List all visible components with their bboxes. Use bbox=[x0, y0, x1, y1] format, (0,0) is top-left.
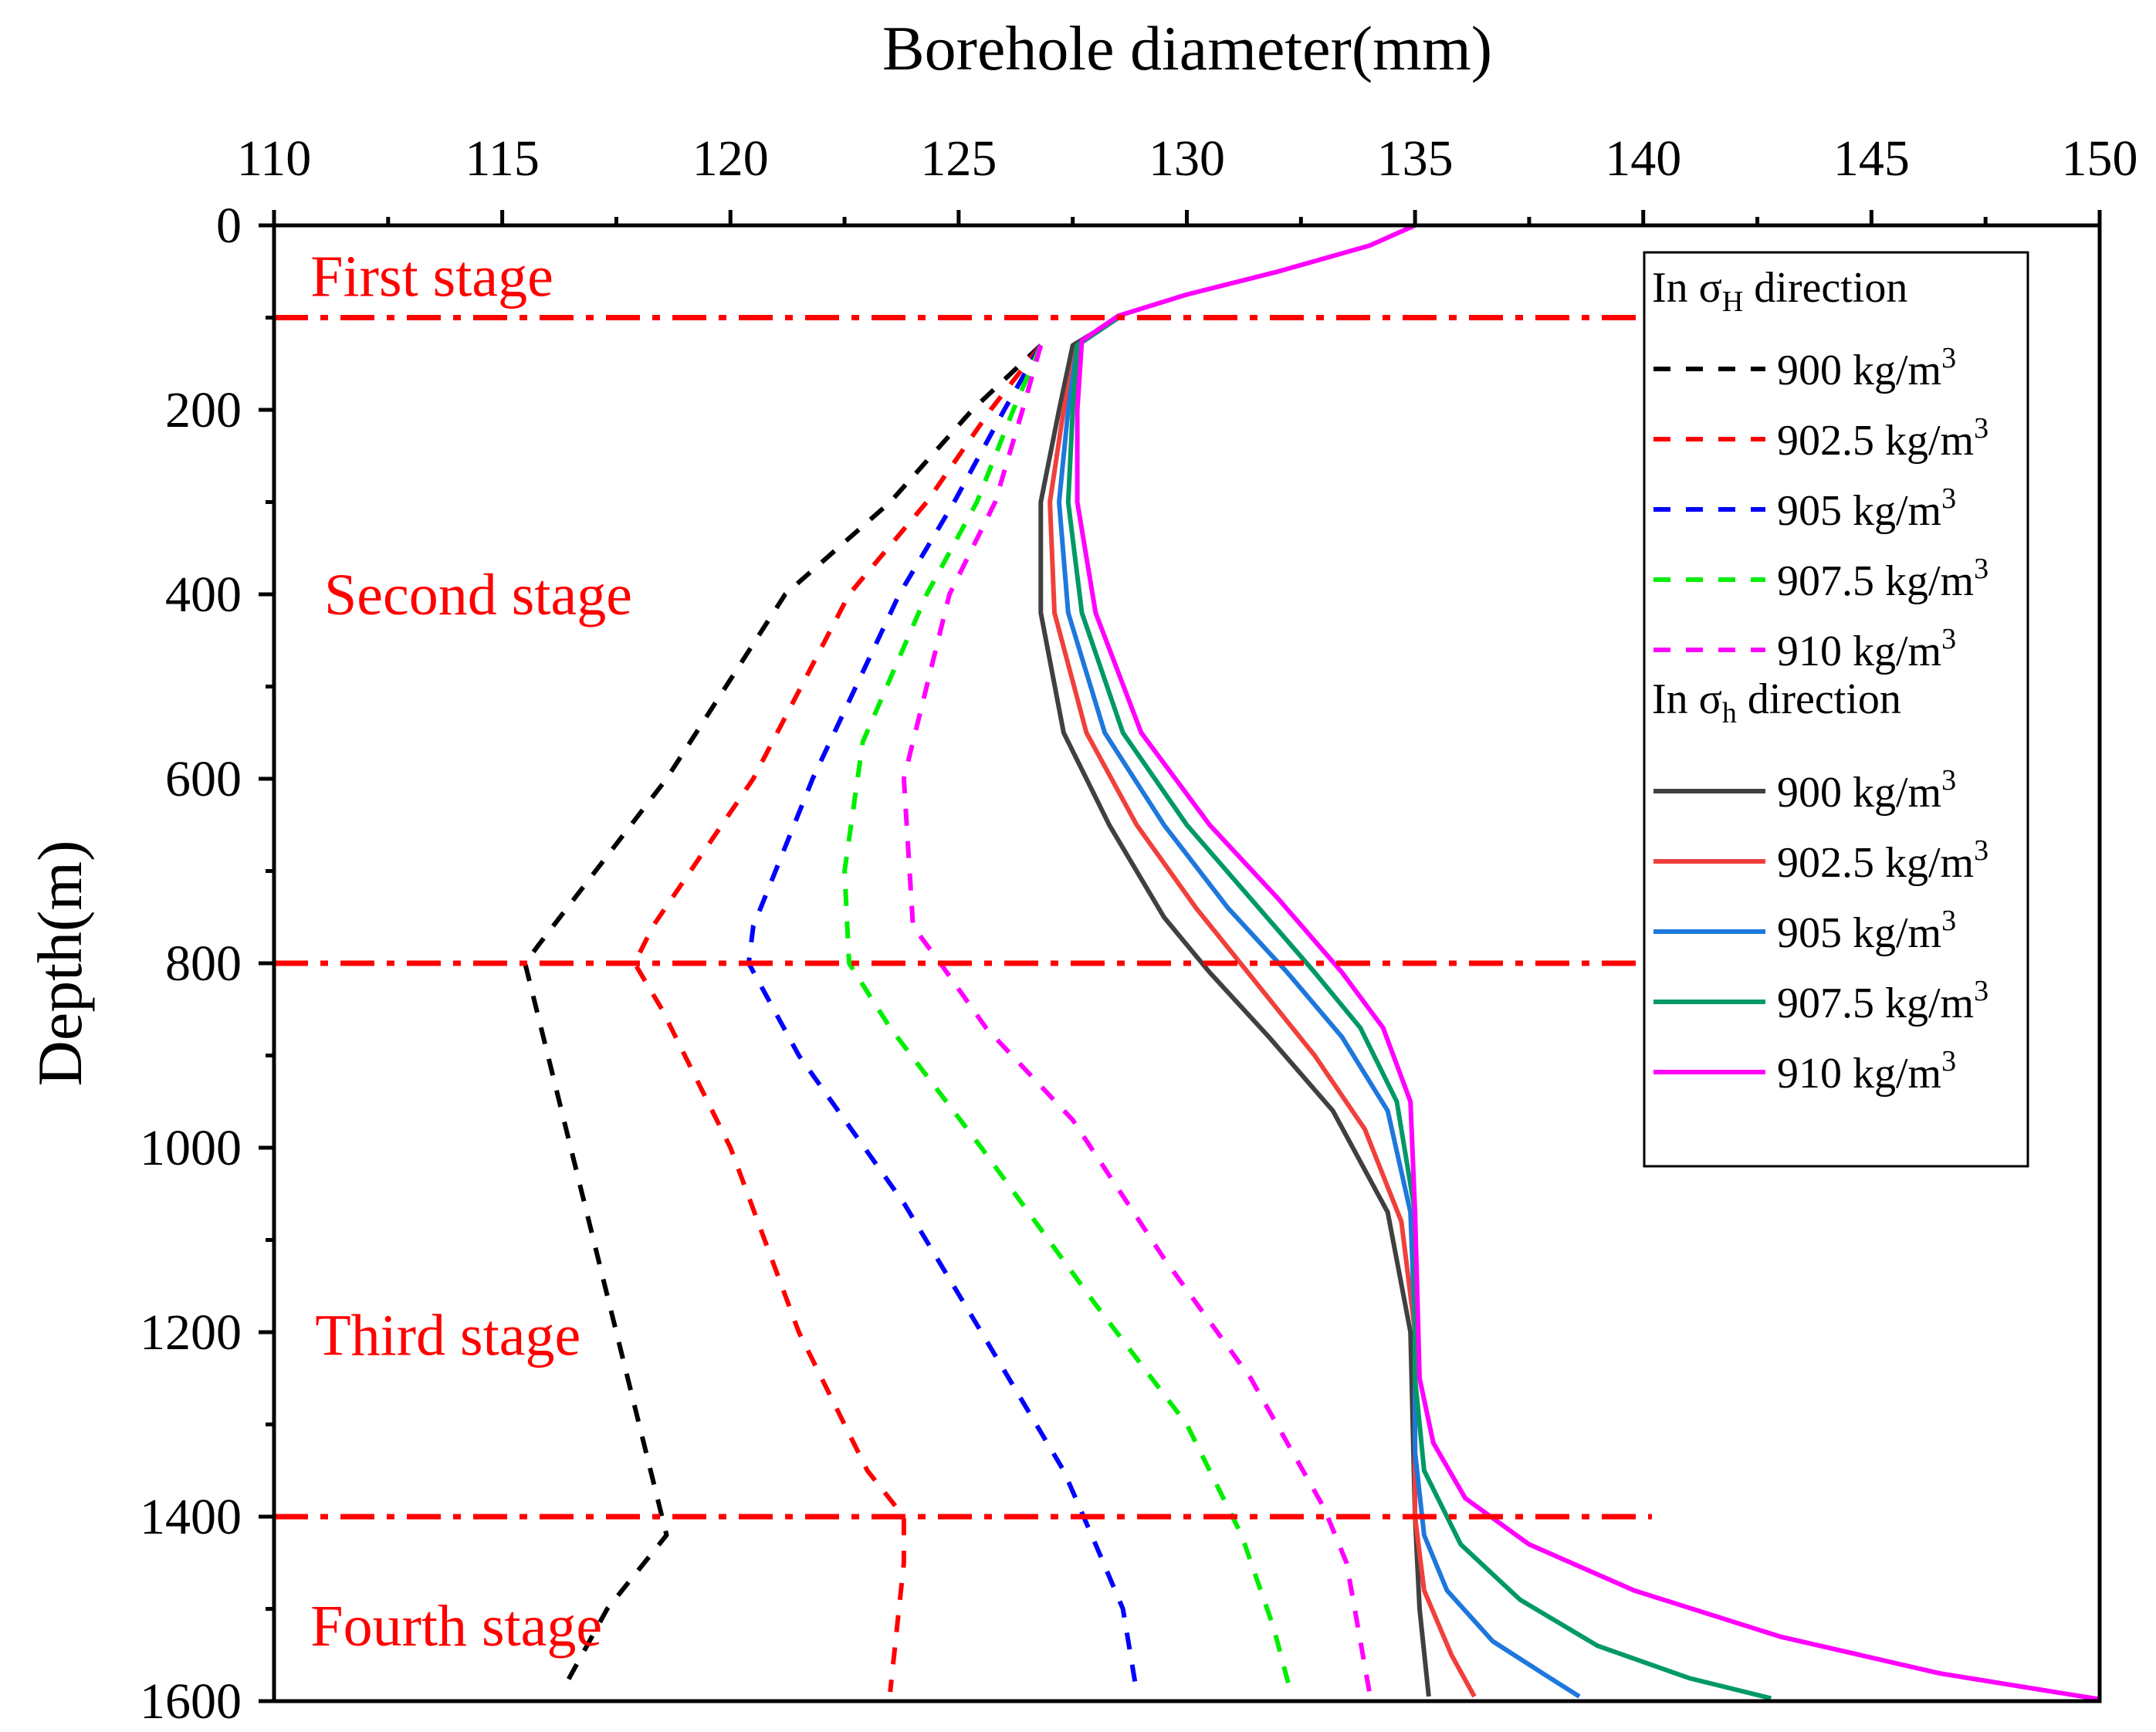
legend-label-value: 910 kg/m bbox=[1777, 628, 1941, 675]
legend-label-h-902-5: 902.5 kg/m3 bbox=[1777, 834, 1988, 887]
x-tick-label-150: 150 bbox=[2062, 130, 2138, 187]
y-tick-label-1000: 1000 bbox=[140, 1120, 242, 1176]
legend-label-H-910: 910 kg/m3 bbox=[1777, 623, 1956, 675]
legend-label-sup: 3 bbox=[1941, 905, 1956, 937]
legend-label-H-905: 905 kg/m3 bbox=[1777, 482, 1956, 535]
legend-label-h-900: 900 kg/m3 bbox=[1777, 764, 1956, 817]
y-axis-title: Depth(m) bbox=[25, 841, 95, 1087]
legend-label-value: 902.5 kg/m bbox=[1777, 839, 1974, 887]
x-tick-label-125: 125 bbox=[920, 130, 997, 187]
y-tick-label-200: 200 bbox=[165, 382, 242, 438]
legend-header-sub: H bbox=[1722, 286, 1743, 318]
legend-header-sub: h bbox=[1722, 697, 1737, 729]
legend-label-sup: 3 bbox=[1941, 623, 1956, 655]
x-tick-label-140: 140 bbox=[1605, 130, 1681, 187]
x-tick-label-110: 110 bbox=[237, 130, 312, 187]
legend-label-value: 905 kg/m bbox=[1777, 909, 1941, 957]
stage-label-2: Second stage bbox=[324, 563, 632, 628]
series-line-h-902-5 bbox=[1048, 316, 1477, 1698]
y-tick-label-1600: 1600 bbox=[140, 1673, 242, 1730]
legend-label-value: 905 kg/m bbox=[1777, 487, 1941, 535]
y-tick-label-800: 800 bbox=[165, 935, 242, 992]
legend-header-prefix: In σ bbox=[1652, 675, 1722, 723]
legend-label-value: 900 kg/m bbox=[1777, 769, 1941, 817]
legend-header-suffix: direction bbox=[1743, 264, 1907, 312]
legend-label-sup: 3 bbox=[1974, 975, 1988, 1007]
series-line-h-907-5 bbox=[1065, 316, 1772, 1701]
x-tick-label-130: 130 bbox=[1149, 130, 1225, 187]
y-tick-label-1400: 1400 bbox=[140, 1489, 242, 1545]
y-tick-label-0: 0 bbox=[216, 198, 242, 254]
stage-line-layer bbox=[274, 315, 1652, 1520]
x-tick-label-145: 145 bbox=[1833, 130, 1910, 187]
legend-label-value: 907.5 kg/m bbox=[1777, 557, 1974, 605]
legend-label-sup: 3 bbox=[1974, 553, 1988, 585]
legend-label-H-900: 900 kg/m3 bbox=[1777, 342, 1956, 394]
legend-box bbox=[1643, 251, 2029, 1168]
legend-label-H-902-5: 902.5 kg/m3 bbox=[1777, 412, 1988, 465]
legend-label-value: 900 kg/m bbox=[1777, 347, 1941, 394]
legend-header-H: In σH direction bbox=[1652, 264, 1907, 318]
legend-label-sup: 3 bbox=[1941, 764, 1956, 797]
legend-header-h: In σh direction bbox=[1652, 675, 1901, 729]
legend-header-prefix: In σ bbox=[1652, 264, 1722, 312]
legend-label-h-907-5: 907.5 kg/m3 bbox=[1777, 975, 1988, 1027]
stage-label-1: First stage bbox=[310, 245, 553, 310]
legend-header-suffix: direction bbox=[1737, 675, 1901, 723]
legend-label-sup: 3 bbox=[1941, 342, 1956, 374]
x-tick-label-135: 135 bbox=[1377, 130, 1454, 187]
legend-label-value: 902.5 kg/m bbox=[1777, 417, 1974, 465]
series-line-H-910 bbox=[901, 344, 1372, 1693]
series-line-H-905 bbox=[746, 343, 1139, 1693]
axis-layer: 110 115 120 125 130 135 140 145 150 0 200 400 600 800… bbox=[140, 130, 2138, 1730]
legend-label-H-907-5: 907.5 kg/m3 bbox=[1777, 553, 1988, 605]
x-tick-label-115: 115 bbox=[465, 130, 540, 187]
series-line-h-905 bbox=[1057, 316, 1581, 1699]
legend-label-h-910: 910 kg/m3 bbox=[1777, 1045, 1956, 1098]
legend-label-h-905: 905 kg/m3 bbox=[1777, 905, 1956, 957]
y-tick-label-400: 400 bbox=[165, 567, 242, 623]
y-tick-label-1200: 1200 bbox=[140, 1304, 242, 1361]
legend-label-sup: 3 bbox=[1974, 834, 1988, 867]
legend-label-value: 910 kg/m bbox=[1777, 1050, 1941, 1098]
stage-label-4: Fourth stage bbox=[310, 1594, 602, 1659]
stage-label-3: Third stage bbox=[315, 1304, 580, 1368]
series-line-h-910 bbox=[1075, 223, 2100, 1702]
series-line-H-900 bbox=[523, 343, 1043, 1693]
legend-label-sup: 3 bbox=[1974, 412, 1988, 445]
legend-label-sup: 3 bbox=[1941, 1045, 1956, 1077]
x-tick-label-120: 120 bbox=[692, 130, 769, 187]
series-line-H-907-5 bbox=[842, 344, 1295, 1697]
y-tick-label-600: 600 bbox=[165, 751, 242, 807]
legend-label-sup: 3 bbox=[1941, 482, 1956, 515]
x-axis-title: Borehole diameter(mm) bbox=[882, 13, 1492, 83]
legend-label-value: 907.5 kg/m bbox=[1777, 979, 1974, 1027]
stage-label-layer: First stage Second stage Third stage Fourth… bbox=[310, 245, 632, 1659]
